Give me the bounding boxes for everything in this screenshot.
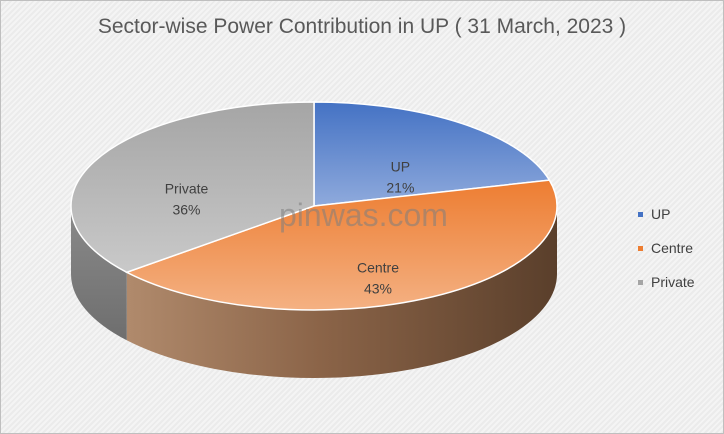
legend-label-private: Private [651,274,695,290]
legend: UP Centre Private [638,197,695,299]
legend-swatch-up [638,211,643,217]
legend-item-private: Private [638,265,695,299]
pie-slice-private [70,101,315,274]
legend-swatch-private [638,279,643,285]
legend-swatch-centre [638,245,643,251]
legend-item-up: UP [638,197,695,231]
slice-value-label-centre: 43% [364,281,392,297]
slice-name-label-up: UP [391,158,410,174]
legend-item-centre: Centre [638,231,695,265]
legend-label-up: UP [651,206,671,222]
slice-name-label-private: Private [165,180,209,196]
slice-value-label-up: 21% [386,179,414,195]
slice-name-label-centre: Centre [357,260,399,276]
legend-label-centre: Centre [651,240,694,256]
chart-title: Sector-wise Power Contribution in UP ( 3… [97,15,627,38]
pie-slice-centre [124,179,558,311]
watermark: pinwas.com [279,197,448,233]
slice-value-label-private: 36% [172,201,200,217]
pie-side-centre [126,206,557,378]
pie-side-private [71,206,127,341]
pie-slice-up [313,101,551,207]
